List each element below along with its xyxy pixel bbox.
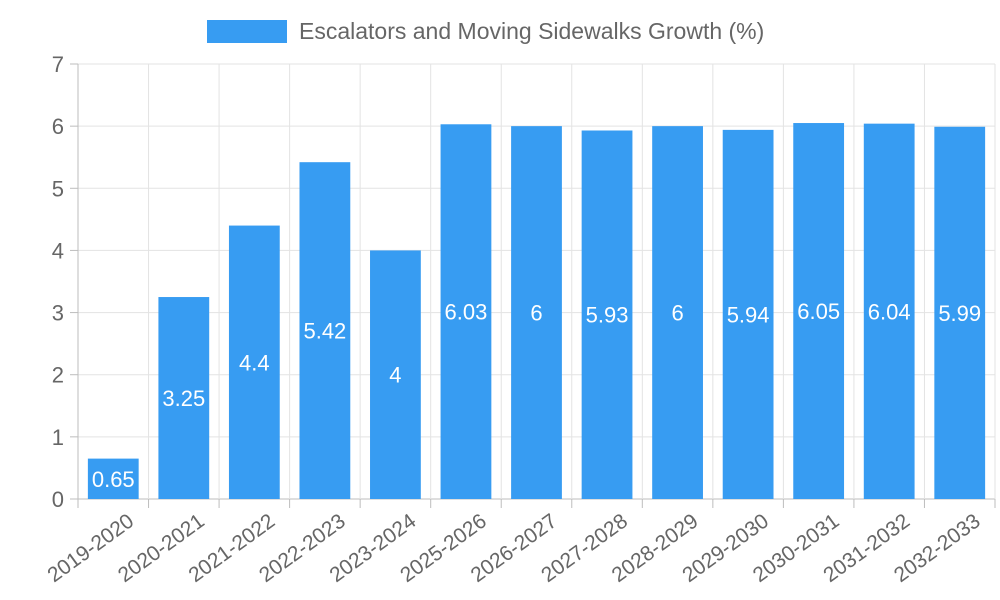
- bar-value-label: 0.65: [92, 467, 135, 492]
- legend-label: Escalators and Moving Sidewalks Growth (…: [299, 18, 764, 44]
- bar-value-label: 5.99: [938, 301, 981, 326]
- bar-value-label: 6.03: [445, 300, 488, 325]
- bar[interactable]: [934, 126, 986, 499]
- bar-labels: 0.65 3.25 4.4 5.42 4 6.03 6 5.93 6 5.94 6.05 6.04 5.…: [92, 299, 981, 492]
- bar-value-label: 4.4: [239, 350, 270, 375]
- y-tick-label: 2: [52, 363, 64, 388]
- legend-swatch: [207, 20, 287, 43]
- y-axis-ticks: 0 1 2 3 4 5 6 7: [52, 52, 64, 512]
- bar[interactable]: [370, 250, 421, 499]
- bar-value-label: 6: [671, 301, 683, 326]
- bar-value-label: 5.93: [586, 303, 629, 328]
- bar[interactable]: [87, 458, 139, 499]
- y-tick-label: 6: [52, 114, 64, 139]
- legend: Escalators and Moving Sidewalks Growth (…: [207, 18, 764, 44]
- y-tick-label: 3: [52, 301, 64, 326]
- bar[interactable]: [722, 129, 774, 499]
- bar-value-label: 6.04: [868, 299, 911, 324]
- bar-value-label: 4: [389, 363, 401, 388]
- y-tick-label: 7: [52, 52, 64, 77]
- bar[interactable]: [511, 126, 562, 500]
- bar[interactable]: [581, 130, 633, 499]
- y-tick-label: 5: [52, 176, 64, 201]
- x-axis-ticks: 2019-20202020-20212021-20222022-20232023…: [43, 509, 984, 587]
- bar[interactable]: [652, 126, 703, 500]
- y-tick-label: 1: [52, 425, 64, 450]
- bar-value-label: 6.05: [797, 299, 840, 324]
- bar-value-label: 3.25: [162, 386, 205, 411]
- y-tick-label: 0: [52, 487, 64, 512]
- bar-value-label: 6: [530, 301, 542, 326]
- bar-value-label: 5.94: [727, 302, 770, 327]
- bar[interactable]: [793, 123, 845, 500]
- bar[interactable]: [440, 124, 492, 500]
- bar[interactable]: [228, 225, 280, 500]
- bar-value-label: 5.42: [303, 319, 346, 344]
- bar[interactable]: [299, 162, 351, 499]
- bar[interactable]: [863, 123, 915, 500]
- y-tick-label: 4: [52, 238, 64, 263]
- bars: [87, 123, 986, 500]
- bar[interactable]: [158, 297, 210, 499]
